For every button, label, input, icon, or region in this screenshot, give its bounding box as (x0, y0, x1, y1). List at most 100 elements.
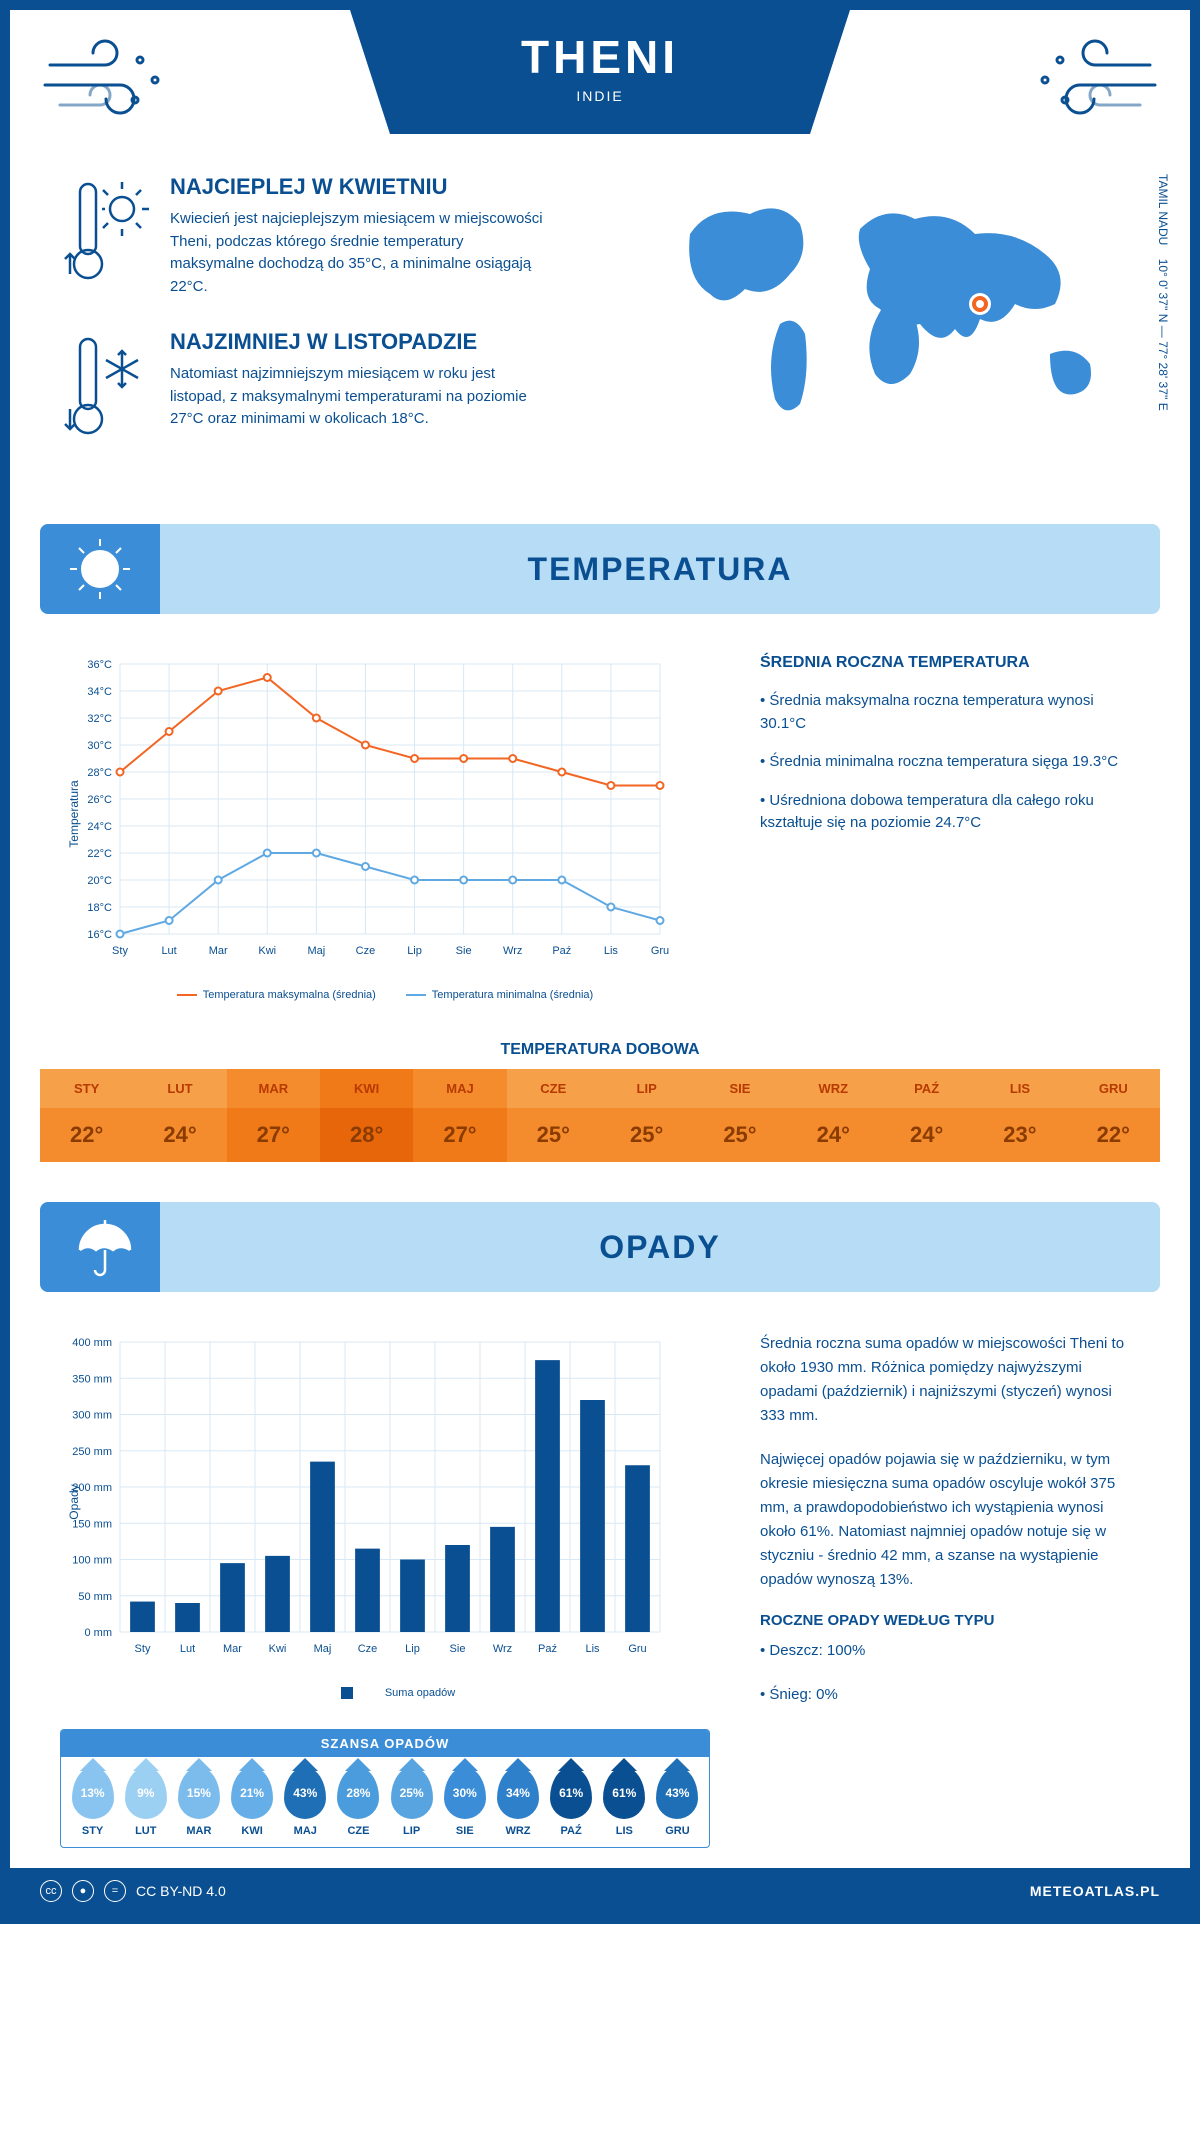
svg-text:Temperatura: Temperatura (67, 780, 81, 848)
svg-text:Lip: Lip (405, 1643, 420, 1655)
svg-text:Gru: Gru (651, 945, 669, 957)
footer: cc ● = CC BY-ND 4.0 METEOATLAS.PL (10, 1868, 1190, 1914)
svg-text:Cze: Cze (356, 945, 376, 957)
temperature-chart: 16°C18°C20°C22°C24°C26°C28°C30°C32°C34°C… (60, 654, 710, 1001)
svg-text:34°C: 34°C (87, 686, 112, 698)
svg-text:Sty: Sty (135, 1643, 151, 1655)
svg-text:26°C: 26°C (87, 794, 112, 806)
precip-type-bullet: • Deszcz: 100% (760, 1639, 1140, 1663)
svg-text:36°C: 36°C (87, 659, 112, 671)
daily-col: STY22° (40, 1069, 133, 1162)
svg-text:Lis: Lis (585, 1643, 600, 1655)
svg-text:Lis: Lis (604, 945, 619, 957)
svg-text:Maj: Maj (307, 945, 325, 957)
svg-text:0 mm: 0 mm (85, 1627, 113, 1639)
svg-text:20°C: 20°C (87, 875, 112, 887)
world-map: TAMIL NADU 10° 0' 37'' N — 77° 28' 37'' … (660, 174, 1140, 484)
precip-header: OPADY (40, 1202, 1160, 1292)
chance-col: 34%WRZ (492, 1767, 543, 1837)
daily-col: SIE25° (693, 1069, 786, 1162)
chance-col: 28%CZE (333, 1767, 384, 1837)
daily-col: PAŹ24° (880, 1069, 973, 1162)
svg-text:Kwi: Kwi (269, 1643, 287, 1655)
svg-text:28°C: 28°C (87, 767, 112, 779)
hottest-block: NAJCIEPLEJ W KWIETNIU Kwiecień jest najc… (60, 174, 620, 299)
svg-text:400 mm: 400 mm (72, 1337, 112, 1349)
daily-col: KWI28° (320, 1069, 413, 1162)
svg-text:Sie: Sie (456, 945, 472, 957)
svg-text:Wrz: Wrz (493, 1643, 512, 1655)
daily-col: LIS23° (973, 1069, 1066, 1162)
svg-text:32°C: 32°C (87, 713, 112, 725)
svg-text:Opady: Opady (67, 1484, 81, 1519)
svg-text:16°C: 16°C (87, 929, 112, 941)
country-name: INDIE (430, 88, 770, 104)
license-text: CC BY-ND 4.0 (136, 1883, 226, 1899)
temp-bullet: • Średnia minimalna roczna temperatura s… (760, 751, 1140, 774)
title-banner: THENI INDIE (350, 10, 850, 134)
svg-text:350 mm: 350 mm (72, 1373, 112, 1385)
chance-col: 43%GRU (652, 1767, 703, 1837)
svg-text:Gru: Gru (628, 1643, 646, 1655)
daily-col: GRU22° (1067, 1069, 1160, 1162)
coords-text: TAMIL NADU 10° 0' 37'' N — 77° 28' 37'' … (1156, 174, 1170, 484)
chance-box: SZANSA OPADÓW 13%STY9%LUT15%MAR21%KWI43%… (60, 1729, 710, 1848)
temperature-title: TEMPERATURA (160, 524, 1160, 614)
sun-icon (40, 524, 160, 614)
chance-col: 21%KWI (227, 1767, 278, 1837)
svg-text:Lut: Lut (180, 1643, 195, 1655)
svg-text:Lip: Lip (407, 945, 422, 957)
cc-icon: cc (40, 1880, 62, 1902)
precip-legend: Suma opadów (60, 1687, 710, 1699)
svg-text:18°C: 18°C (87, 902, 112, 914)
temperature-header: TEMPERATURA (40, 524, 1160, 614)
intro-section: NAJCIEPLEJ W KWIETNIU Kwiecień jest najc… (10, 134, 1190, 514)
precip-summary: Średnia roczna suma opadów w miejscowośc… (760, 1332, 1140, 1848)
precip-p1: Średnia roczna suma opadów w miejscowośc… (760, 1332, 1140, 1428)
precip-type-bullet: • Śnieg: 0% (760, 1683, 1140, 1707)
svg-text:100 mm: 100 mm (72, 1555, 112, 1567)
daily-col: LIP25° (600, 1069, 693, 1162)
daily-col: MAJ27° (413, 1069, 506, 1162)
temp-legend: Temperatura maksymalna (średnia) Tempera… (60, 989, 710, 1001)
thermometer-snow-icon (60, 329, 150, 454)
coldest-block: NAJZIMNIEJ W LISTOPADZIE Natomiast najzi… (60, 329, 620, 454)
coldest-text: Natomiast najzimniejszym miesiącem w rok… (170, 363, 550, 431)
wind-icon-left (40, 10, 180, 110)
chance-col: 15%MAR (173, 1767, 224, 1837)
temp-bullet: • Uśredniona dobowa temperatura dla całe… (760, 790, 1140, 835)
site-name: METEOATLAS.PL (1030, 1883, 1160, 1899)
svg-text:250 mm: 250 mm (72, 1446, 112, 1458)
daily-col: WRZ24° (787, 1069, 880, 1162)
chance-col: 9%LUT (120, 1767, 171, 1837)
svg-text:Mar: Mar (209, 945, 228, 957)
svg-text:50 mm: 50 mm (78, 1591, 112, 1603)
chance-col: 61%PAŹ (546, 1767, 597, 1837)
svg-text:30°C: 30°C (87, 740, 112, 752)
daily-col: LUT24° (133, 1069, 226, 1162)
svg-text:Mar: Mar (223, 1643, 242, 1655)
chance-col: 30%SIE (439, 1767, 490, 1837)
nd-icon: = (104, 1880, 126, 1902)
chance-title: SZANSA OPADÓW (61, 1730, 709, 1757)
chance-col: 13%STY (67, 1767, 118, 1837)
chance-col: 43%MAJ (280, 1767, 331, 1837)
license: cc ● = CC BY-ND 4.0 (40, 1880, 226, 1902)
hottest-title: NAJCIEPLEJ W KWIETNIU (170, 174, 550, 200)
precip-title: OPADY (160, 1202, 1160, 1292)
svg-text:Paź: Paź (552, 945, 571, 957)
temperature-summary: ŚREDNIA ROCZNA TEMPERATURA • Średnia mak… (760, 654, 1140, 1001)
wind-icon-right (1020, 10, 1160, 110)
precip-chart: 0 mm50 mm100 mm150 mm200 mm250 mm300 mm3… (60, 1332, 710, 1848)
temp-side-title: ŚREDNIA ROCZNA TEMPERATURA (760, 654, 1140, 672)
city-name: THENI (430, 30, 770, 84)
svg-text:300 mm: 300 mm (72, 1410, 112, 1422)
by-icon: ● (72, 1880, 94, 1902)
chance-col: 61%LIS (599, 1767, 650, 1837)
daily-temp-table: STY22°LUT24°MAR27°KWI28°MAJ27°CZE25°LIP2… (40, 1069, 1160, 1162)
svg-text:Sty: Sty (112, 945, 128, 957)
chance-col: 25%LIP (386, 1767, 437, 1837)
svg-text:22°C: 22°C (87, 848, 112, 860)
svg-text:Wrz: Wrz (503, 945, 522, 957)
thermometer-sun-icon (60, 174, 150, 299)
